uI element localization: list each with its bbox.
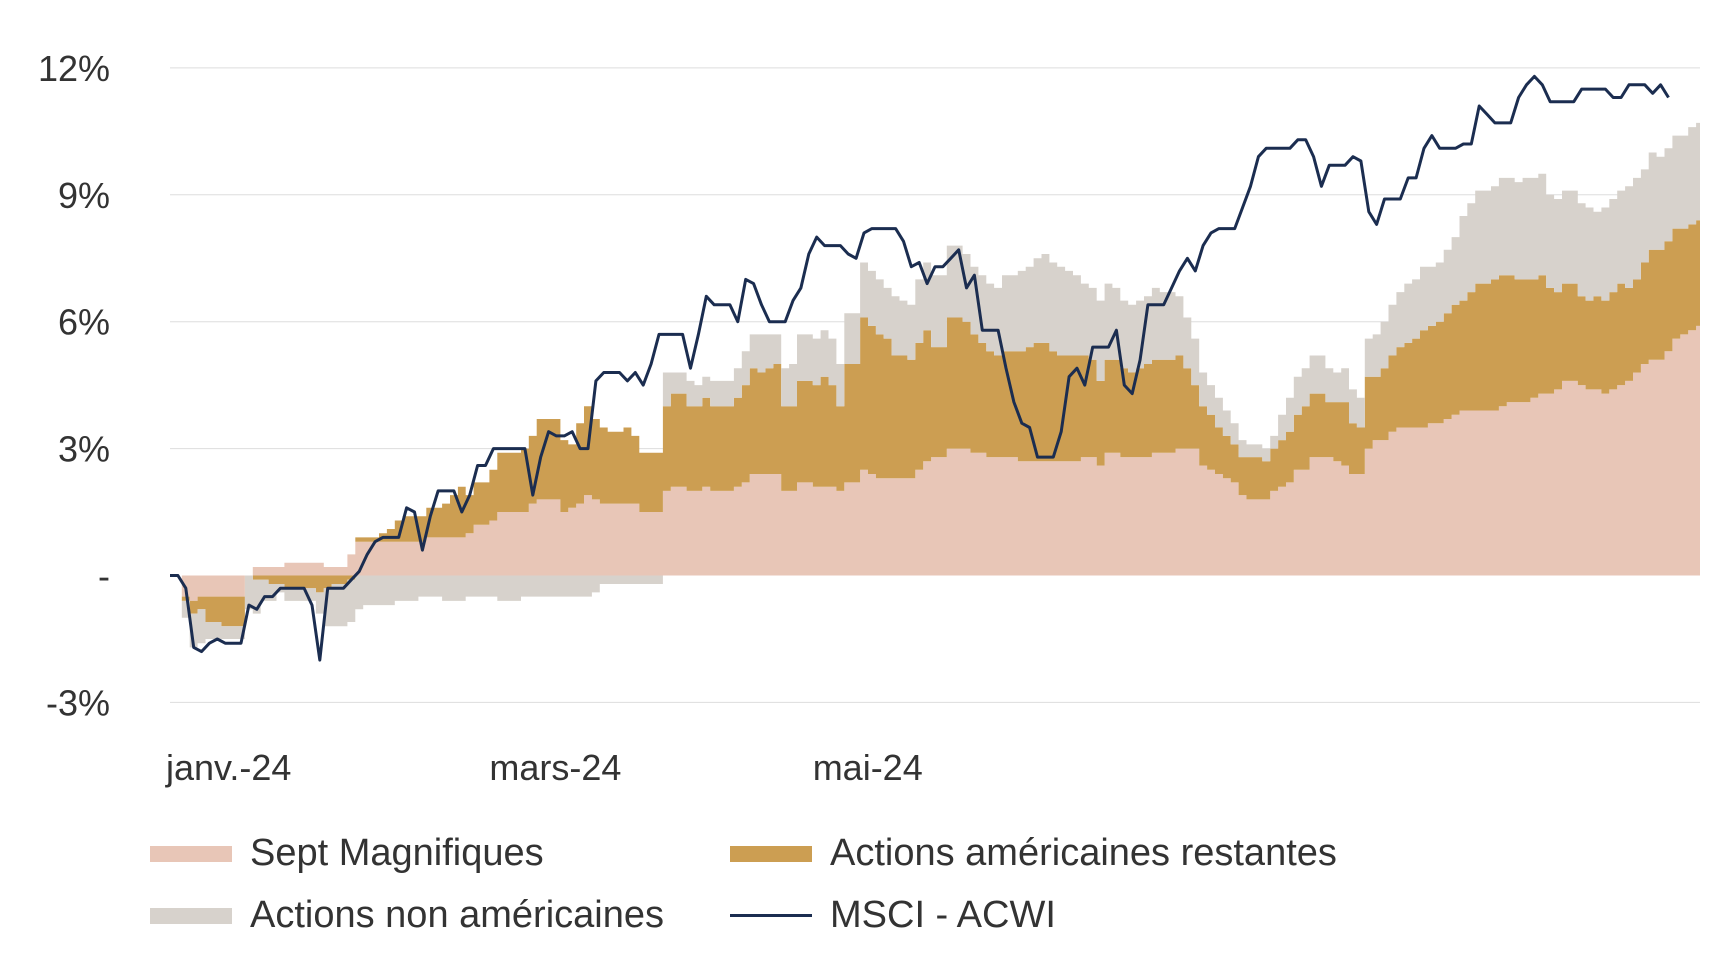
y-tick-label-2: 3%: [58, 429, 110, 470]
area-actions-non-am-ricaines: [170, 122, 1700, 648]
area-actions-am-ricaines-restantes: [170, 220, 1700, 627]
legend-swatch-sept-magnifiques: [150, 845, 232, 862]
chart: -3%-3%6%9%12% janv.-24 mars-24 mai-24: [38, 48, 1700, 788]
y-axis-ticks: -3%-3%6%9%12%: [38, 48, 110, 724]
y-tick-label-4: 9%: [58, 175, 110, 216]
legend-label-msci-acwi: MSCI - ACWI: [830, 894, 1056, 936]
y-tick-label-1: -: [98, 556, 110, 597]
line-msci-acwi: [170, 74, 1670, 662]
legend-item-actions-non-americaines: Actions non américaines: [150, 894, 664, 937]
legend-label-sept-magnifiques: Sept Magnifiques: [250, 832, 544, 874]
legend-label-actions-non-americaines: Actions non américaines: [250, 894, 664, 936]
x-tick-label-0: janv.-24: [165, 747, 291, 788]
legend-swatch-actions-non-americaines: [150, 907, 232, 924]
x-tick-label-1: mars-24: [489, 747, 621, 788]
acwi-line-layer: [170, 74, 1670, 662]
y-tick-label-5: 12%: [38, 48, 110, 89]
stacked-areas: [170, 122, 1700, 648]
legend-label-actions-americaines-restantes: Actions américaines restantes: [830, 832, 1337, 874]
x-axis-ticks: janv.-24 mars-24 mai-24: [165, 747, 923, 788]
legend-item-msci-acwi: MSCI - ACWI: [730, 894, 1056, 937]
legend-item-sept-magnifiques: Sept Magnifiques: [150, 832, 544, 875]
legend-swatch-actions-americaines-restantes: [730, 845, 812, 862]
y-tick-label-3: 6%: [58, 302, 110, 343]
y-tick-label-0: -3%: [46, 682, 110, 723]
area-sept-magnifiques: [170, 325, 1700, 601]
legend-item-actions-americaines-restantes: Actions américaines restantes: [730, 832, 1337, 875]
x-tick-label-2: mai-24: [813, 747, 923, 788]
legend-swatch-msci-acwi: [730, 914, 812, 917]
